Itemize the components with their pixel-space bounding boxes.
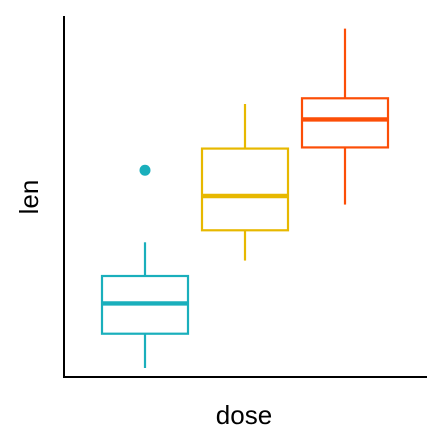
plot-marks (100, 28, 390, 368)
x-axis-title: dose (216, 400, 272, 430)
box-dose-2 (300, 97, 390, 149)
outlier-point-dose-0-5-1 (139, 164, 151, 176)
box-dose-1 (200, 147, 290, 232)
y-axis-title: len (14, 180, 44, 215)
